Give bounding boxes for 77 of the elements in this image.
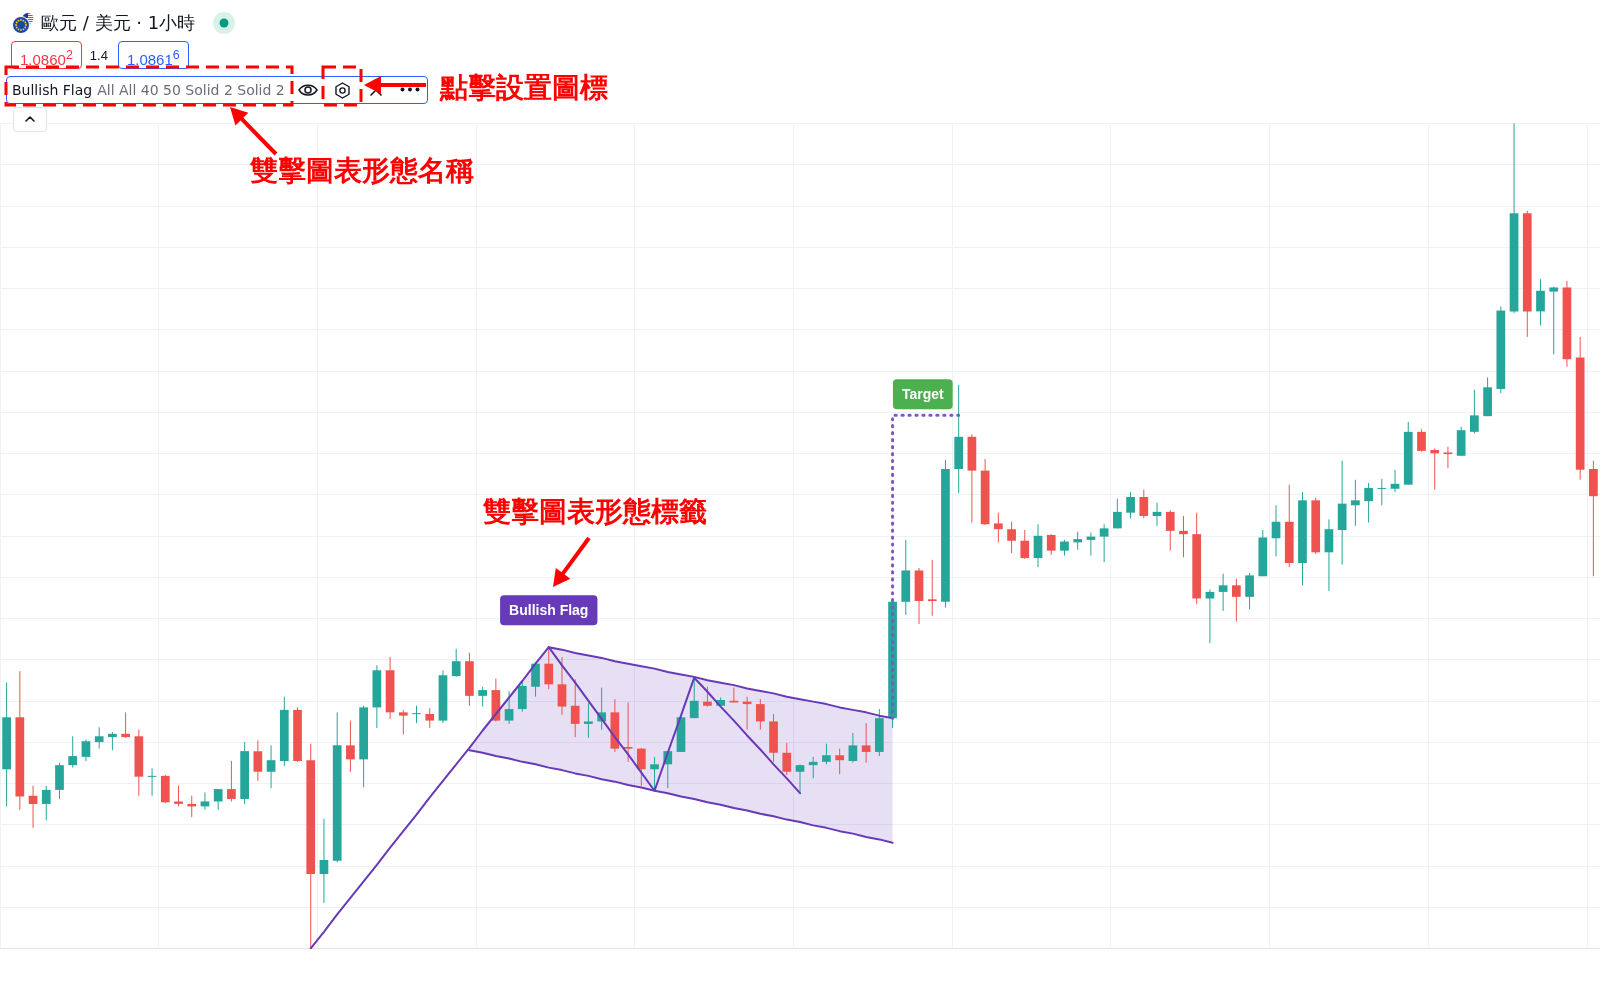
annotation: 雙擊圖表形態標籤 [483,495,707,528]
candlestick [835,748,845,775]
candlestick [1073,531,1083,551]
candlestick [227,760,236,802]
annotation: 雙擊圖表形態名稱 [250,154,474,187]
candlestick [121,711,130,739]
text: 1.4 [89,47,108,63]
candlestick [782,742,792,776]
candlestick [1165,509,1175,552]
candlestick [927,559,937,617]
candlestick [266,744,276,789]
text: 1.0861$^{6}$ [117,41,189,69]
candlestick [1417,428,1426,453]
candlestick [174,785,183,807]
candlestick [1430,447,1440,491]
candlestick [1351,479,1360,527]
candlestick [1139,489,1149,519]
candlestick [557,656,567,716]
candlestick [346,720,355,773]
candlestick [861,722,871,764]
series-label: Target [901,386,945,403]
candlestick [200,791,210,811]
candlestick [623,701,633,763]
candlestick [517,681,527,713]
candlestick [1099,523,1109,563]
candlestick [1179,515,1188,558]
candlestick [1377,478,1387,506]
candlestick [584,702,593,739]
candlestick [478,686,488,708]
candlestick [848,732,858,764]
candlestick [504,690,514,725]
candlestick [1324,518,1334,592]
candlestick [636,747,646,787]
candlestick [822,743,831,765]
candlestick [1126,491,1135,519]
candlestick [412,705,421,724]
candlestick [1443,446,1453,469]
candlestick [1364,482,1373,524]
text: 1.0860$^{2}$ [11,41,82,69]
candlestick [108,731,117,751]
candlestick [1112,498,1122,529]
candlestick [755,698,765,731]
candlestick [1033,523,1043,568]
text: Bullish Flag [12,82,93,98]
candlestick [544,646,554,690]
candlestick [570,678,580,738]
text: All All 40 50 Solid 2 Solid 2 [97,82,285,98]
candlestick [253,739,263,782]
text: Bullish Flag [509,602,589,619]
candlestick [451,648,461,678]
candlestick [94,726,104,750]
candlestick [41,785,51,821]
candlestick [993,512,1003,543]
candlestick [689,678,699,719]
candlestick [1007,521,1016,554]
candlestick [213,788,223,811]
chart-title: 歐元 / 美元 · 1小時 [41,11,196,35]
candlestick [398,709,408,736]
candlestick [703,686,712,708]
candlestick [1218,573,1228,612]
candlestick [1470,389,1479,434]
candlestick [1046,533,1056,556]
candlestick [1245,572,1254,610]
candlestick [1549,286,1559,355]
candlestick [1536,278,1545,326]
candlestick [319,818,329,904]
candlestick [808,756,818,779]
candlestick [1232,578,1241,623]
candlestick [795,763,805,794]
candlestick [1020,529,1030,560]
candlestick [68,735,78,769]
candlestick [1205,588,1215,644]
candlestick [81,739,91,762]
candlestick [1390,469,1400,493]
text: 點擊設置圖標 [440,71,608,104]
candlestick [650,756,659,791]
candlestick [425,707,435,729]
